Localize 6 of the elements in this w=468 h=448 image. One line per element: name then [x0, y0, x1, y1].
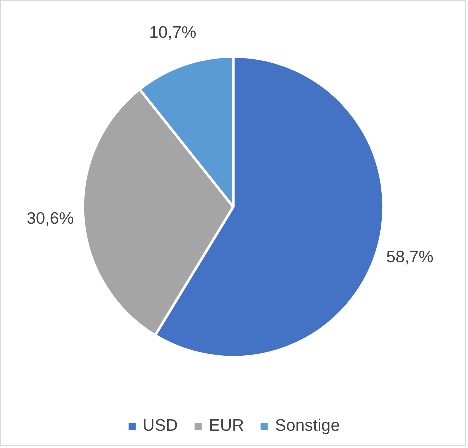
- legend-label: USD: [142, 416, 178, 436]
- data-label: 30,6%: [26, 209, 74, 228]
- data-label: 10,7%: [149, 23, 197, 42]
- legend-label: EUR: [209, 416, 244, 436]
- legend-label: Sonstige: [275, 416, 340, 436]
- data-label: 58,7%: [386, 247, 434, 266]
